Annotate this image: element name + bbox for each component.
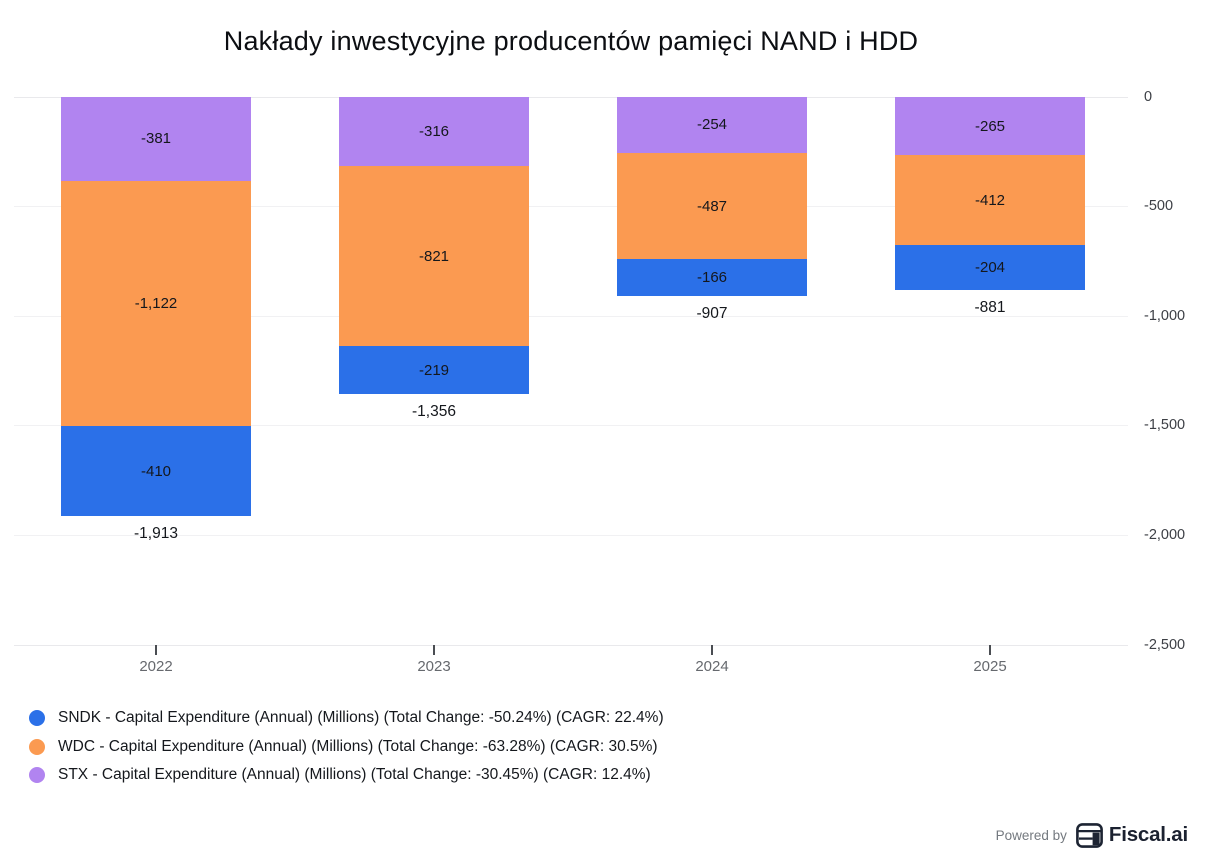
x-axis-tick [155,645,157,655]
brand-name: Fiscal.ai [1108,823,1188,846]
bar-segment-value-label: -316 [418,123,450,141]
gridline [14,425,1128,427]
bar-total-label-2025: -881 [974,299,1006,317]
legend-marker-stx-icon [29,767,45,784]
x-axis-label-2024: 2024 [695,658,729,675]
bar-segment-stx-2022[interactable]: -381 [61,97,251,181]
powered-by-label: Powered by [995,827,1067,843]
legend-item-stx[interactable]: STX - Capital Expenditure (Annual) (Mill… [29,761,664,790]
gridline [14,206,1128,208]
bar-segment-stx-2025[interactable]: -265 [895,97,1085,156]
bar-segment-stx-2023[interactable]: -316 [339,97,529,167]
x-axis-tick [711,645,713,655]
bar-segment-sndk-2024[interactable]: -166 [617,259,807,296]
bar-segment-value-label: -821 [418,247,450,265]
bar-segment-value-label: -487 [696,197,728,215]
bar-segment-wdc-2024[interactable]: -487 [617,152,807,260]
legend-label-wdc: WDC - Capital Expenditure (Annual) (Mill… [58,737,658,755]
gridline [14,644,1128,646]
x-axis-tick [433,645,435,655]
bar-segment-value-label: -254 [696,116,728,134]
bar-total-label-2024: -907 [696,304,728,322]
powered-by-link[interactable]: Powered by Fiscal.ai [996,818,1188,852]
bar-segment-sndk-2022[interactable]: -410 [61,426,251,517]
bar-segment-sndk-2025[interactable]: -204 [895,245,1085,291]
bar-segment-value-label: -381 [140,130,172,148]
chart-title: Nakłady inwestycyjne producentów pamięci… [223,26,919,56]
x-axis-tick [989,645,991,655]
gridline [14,315,1128,317]
legend-marker-wdc-icon [29,738,45,755]
bar-total-label-2023: -1,356 [412,403,456,421]
bar-segment-sndk-2023[interactable]: -219 [339,346,529,395]
bar-segment-wdc-2025[interactable]: -412 [895,155,1085,246]
bar-segment-value-label: -265 [974,117,1006,135]
bar-segment-stx-2024[interactable]: -254 [617,97,807,153]
bar-segment-wdc-2022[interactable]: -1,122 [61,180,251,427]
y-axis-tick-label: -1,500 [1144,417,1186,434]
x-axis-label-2025: 2025 [973,658,1007,675]
y-axis-tick-label: -2,000 [1144,526,1186,543]
legend: SNDK - Capital Expenditure (Annual) (Mil… [29,704,664,790]
bar-segment-value-label: -410 [140,462,172,480]
x-axis-label-2023: 2023 [417,658,451,675]
y-axis-tick-label: -2,500 [1144,636,1186,653]
bar-segment-value-label: -219 [418,361,450,379]
bar-total-label-2022: -1,913 [134,525,178,543]
bar-segment-value-label: -166 [696,269,728,287]
legend-item-wdc[interactable]: WDC - Capital Expenditure (Annual) (Mill… [29,733,664,762]
bar-segment-wdc-2023[interactable]: -821 [339,166,529,347]
y-axis-tick-label: -1,000 [1144,307,1186,324]
legend-marker-sndk-icon [29,710,45,727]
legend-item-sndk[interactable]: SNDK - Capital Expenditure (Annual) (Mil… [29,704,664,733]
y-axis-tick-label: 0 [1144,88,1153,105]
legend-label-sndk: SNDK - Capital Expenditure (Annual) (Mil… [58,709,664,727]
gridline [14,96,1128,98]
bar-segment-value-label: -412 [974,191,1006,209]
gridline [14,534,1128,536]
y-axis-tick-label: -500 [1144,198,1174,215]
bar-segment-value-label: -204 [974,259,1006,277]
fiscal-logo-icon [1075,822,1103,848]
legend-label-stx: STX - Capital Expenditure (Annual) (Mill… [58,766,651,784]
plot-area: 0 -500 -1,000 -1,500 -2,000 -2,500 -381 -1,122 -… [14,88,1186,675]
x-axis-label-2022: 2022 [139,658,173,675]
bar-segment-value-label: -1,122 [134,294,178,312]
